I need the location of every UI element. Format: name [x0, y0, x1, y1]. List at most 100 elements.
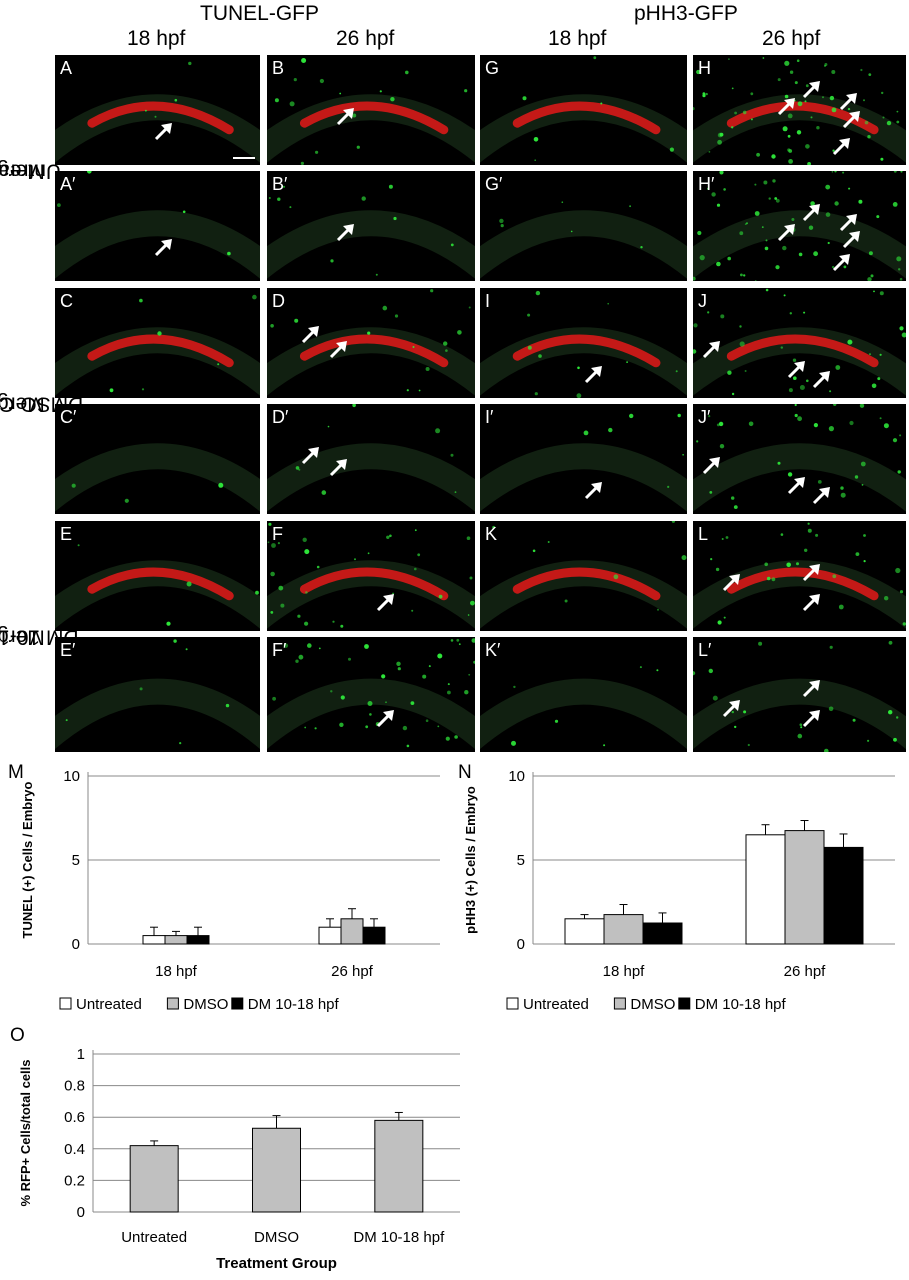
gfp-cell — [707, 187, 709, 190]
gfp-cell — [393, 216, 397, 221]
gfp-cell — [443, 341, 448, 346]
gfp-cell — [252, 294, 257, 300]
gfp-cell — [186, 581, 192, 587]
gfp-cell — [702, 92, 706, 96]
gfp-cell — [270, 571, 275, 577]
gfp-cell — [671, 521, 675, 523]
micrograph-panel: E — [55, 521, 260, 631]
gfp-cell — [794, 81, 798, 85]
gfp-cell — [799, 385, 805, 390]
gfp-cell — [318, 647, 321, 650]
y-tick-label: 5 — [72, 852, 80, 869]
gfp-cell — [693, 276, 696, 281]
legend-label: Untreated — [76, 996, 142, 1013]
gfp-cell — [304, 726, 307, 729]
gfp-cell — [716, 261, 721, 267]
gfp-cell — [321, 490, 327, 495]
gfp-cell — [863, 560, 866, 563]
gfp-cell — [278, 585, 284, 591]
gfp-cell — [629, 413, 634, 419]
gfp-cell — [534, 392, 538, 396]
gfp-cell — [298, 654, 304, 660]
bar — [164, 935, 188, 945]
gfp-cell — [139, 687, 143, 691]
gfp-cell — [895, 567, 901, 574]
gfp-cell — [696, 440, 699, 443]
gfp-cell — [772, 179, 776, 183]
gfp-cell — [454, 735, 458, 739]
rfp-band — [512, 567, 661, 601]
y-tick-label: 0.4 — [64, 1141, 85, 1158]
gfp-cell — [386, 535, 390, 539]
y-tick-label: 0.6 — [64, 1109, 85, 1126]
micrograph-panel: J — [693, 288, 906, 398]
gfp-cell — [831, 171, 834, 173]
micrograph-panel: I′ — [480, 404, 687, 514]
gfp-cell — [784, 94, 789, 99]
gfp-cell — [762, 57, 765, 59]
arrow-icon — [802, 204, 820, 222]
gfp-cell — [603, 744, 606, 747]
gfp-cell — [896, 110, 899, 113]
gfp-cell — [833, 404, 837, 406]
x-tick-label: Untreated — [121, 1229, 187, 1246]
arrow-icon — [777, 98, 795, 116]
micrograph-image — [55, 294, 260, 396]
gfp-cell — [849, 420, 854, 426]
gfp-cell — [859, 404, 865, 408]
gfp-cell — [561, 201, 564, 203]
arrow-icon — [376, 594, 394, 612]
gfp-cell — [777, 461, 781, 465]
gfp-cell — [782, 126, 788, 132]
panel-label: K — [485, 524, 498, 544]
gfp-cell — [810, 116, 813, 119]
gfp-cell — [425, 367, 430, 371]
embryo-outline — [480, 678, 687, 750]
gfp-cell — [786, 562, 791, 568]
gfp-cell — [787, 113, 793, 119]
gfp-cell — [808, 225, 814, 230]
micrograph-panel: G — [480, 55, 687, 165]
gfp-cell — [807, 162, 811, 165]
gfp-cell — [807, 528, 812, 533]
column-time-2: 26 hpf — [336, 27, 395, 50]
arrow-icon — [802, 81, 820, 99]
arrow-icon — [336, 224, 354, 242]
gfp-cell — [860, 461, 866, 467]
legend-swatch — [613, 997, 626, 1010]
gfp-cell — [717, 620, 722, 625]
gfp-cell — [450, 453, 454, 457]
gfp-cell — [854, 475, 859, 479]
gfp-cell — [277, 542, 280, 545]
gfp-cell — [332, 620, 335, 623]
y-tick-label: 1 — [77, 1046, 85, 1063]
gfp-cell — [825, 212, 831, 217]
gfp-cell — [731, 126, 734, 129]
panel-label: C′ — [60, 407, 77, 427]
gfp-cell — [639, 666, 642, 669]
gfp-cell — [277, 197, 281, 201]
gfp-cell — [775, 265, 780, 270]
gfp-cell — [267, 541, 270, 544]
embryo-outline — [55, 210, 260, 279]
gfp-cell — [780, 346, 783, 349]
gfp-cell — [750, 118, 753, 121]
gfp-cell — [450, 639, 454, 642]
gfp-cell — [892, 202, 898, 207]
gfp-cell — [182, 210, 186, 214]
gfp-cell — [364, 644, 369, 649]
gfp-cell — [867, 135, 871, 139]
gfp-cell — [896, 120, 900, 124]
gfp-cell — [375, 273, 378, 276]
gfp-cell — [315, 150, 319, 154]
gfp-cell — [185, 648, 188, 651]
gfp-cell — [681, 555, 687, 561]
gfp-cell — [379, 90, 382, 93]
micrograph-image — [55, 639, 260, 750]
rfp-band — [726, 567, 879, 601]
gfp-cell — [430, 289, 434, 293]
gfp-cell — [682, 454, 684, 456]
gfp-cell — [852, 718, 856, 722]
gfp-cell — [410, 701, 415, 705]
gfp-cell — [414, 567, 417, 571]
